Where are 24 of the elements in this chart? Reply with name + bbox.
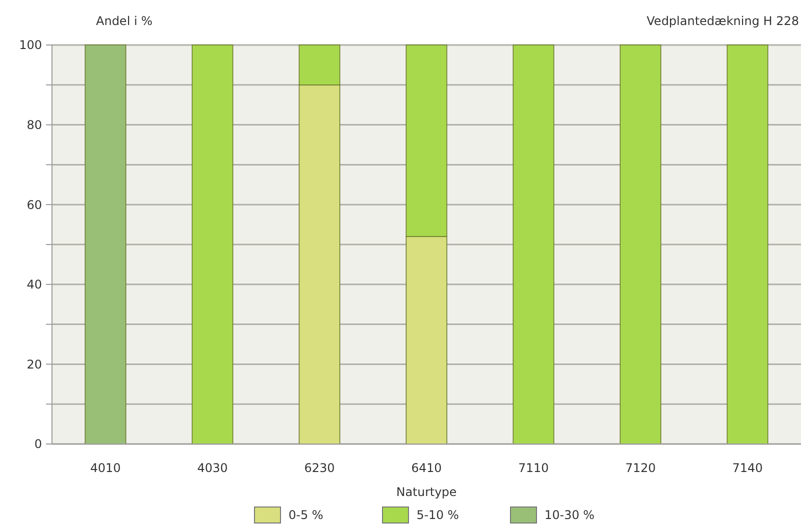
bar xyxy=(192,44,234,444)
legend-label: 5-10 % xyxy=(416,508,459,522)
y-tick-label: 0 xyxy=(34,437,42,452)
y-tick-label: 60 xyxy=(26,198,42,212)
bar xyxy=(512,44,554,444)
y-tick-label: 20 xyxy=(26,357,42,372)
x-tick-label: 7110 xyxy=(518,461,549,475)
y-axis-title: Andel i % xyxy=(96,14,153,28)
x-axis-title: Naturtype xyxy=(396,485,457,499)
x-tick-label: 7140 xyxy=(732,461,763,475)
bar xyxy=(726,44,768,444)
y-tick-label: 80 xyxy=(26,118,42,132)
x-tick-label: 4030 xyxy=(197,461,228,475)
bar xyxy=(84,44,126,444)
y-tick-label: 100 xyxy=(19,38,42,52)
chart-title: Vedplantedækning H 228 xyxy=(646,14,799,28)
bar xyxy=(620,44,662,444)
y-tick-label: 40 xyxy=(26,278,42,292)
x-tick-label: 7120 xyxy=(625,461,656,475)
x-tick-label: 6230 xyxy=(304,461,335,475)
x-tick-label: 6410 xyxy=(411,461,442,475)
legend-label: 0-5 % xyxy=(288,508,324,522)
x-tick-label: 4010 xyxy=(90,461,121,475)
legend-label: 10-30 % xyxy=(544,508,595,522)
